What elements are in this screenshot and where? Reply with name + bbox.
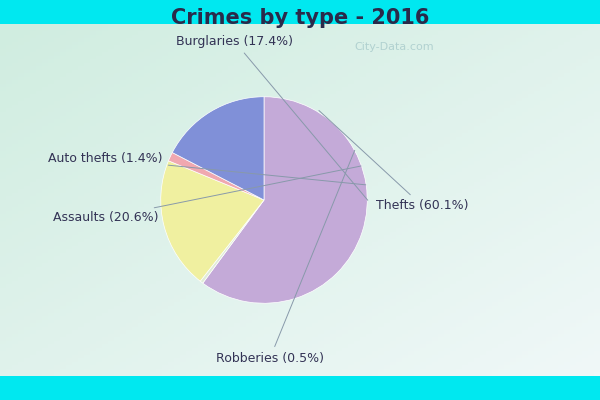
Text: City-Data.com: City-Data.com — [355, 42, 434, 52]
Text: Burglaries (17.4%): Burglaries (17.4%) — [176, 35, 368, 200]
Wedge shape — [161, 161, 264, 281]
Text: Auto thefts (1.4%): Auto thefts (1.4%) — [49, 152, 366, 185]
Text: Robberies (0.5%): Robberies (0.5%) — [216, 150, 355, 365]
Wedge shape — [172, 97, 264, 200]
Text: Assaults (20.6%): Assaults (20.6%) — [53, 166, 361, 224]
Wedge shape — [203, 97, 367, 303]
Wedge shape — [200, 200, 264, 283]
Text: Thefts (60.1%): Thefts (60.1%) — [319, 110, 469, 212]
Text: Crimes by type - 2016: Crimes by type - 2016 — [171, 8, 429, 28]
Wedge shape — [169, 152, 264, 200]
